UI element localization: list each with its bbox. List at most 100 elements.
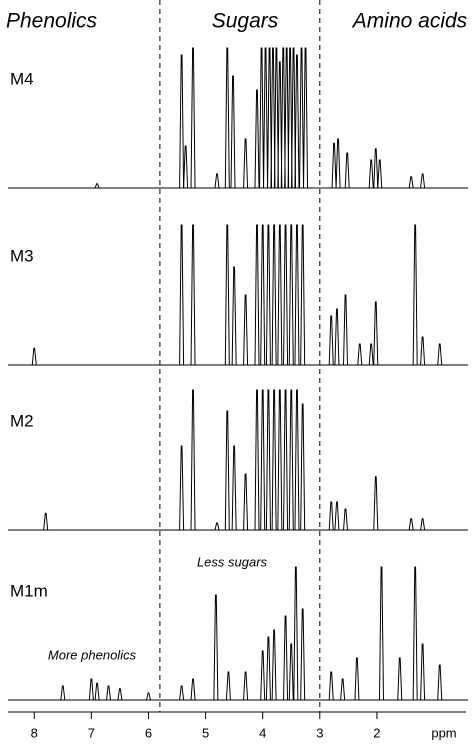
x-tick-label: 4 [259, 725, 266, 740]
peak [213, 594, 219, 701]
peak [288, 224, 294, 366]
peak [231, 266, 237, 366]
peak [263, 47, 269, 189]
peak [343, 508, 349, 531]
peak [377, 159, 383, 189]
peak [31, 347, 37, 366]
x-tick-label: 5 [202, 725, 209, 740]
peak [397, 657, 403, 701]
peak [420, 173, 426, 189]
peak [254, 224, 260, 366]
peak [271, 629, 277, 701]
peak [343, 294, 349, 366]
peak [280, 47, 286, 189]
peak [335, 138, 341, 189]
peak [94, 682, 100, 701]
peak [224, 410, 230, 531]
peak [293, 566, 299, 701]
peak [334, 308, 340, 366]
peak [420, 643, 426, 701]
peak [243, 294, 249, 366]
peak [214, 522, 220, 531]
peak [243, 138, 249, 189]
x-tick-label: 2 [373, 725, 380, 740]
peak [225, 671, 231, 701]
peak [340, 678, 346, 701]
peak [190, 389, 196, 531]
x-tick-label: 8 [31, 725, 38, 740]
peak [243, 671, 249, 701]
x-axis-label: ppm [431, 725, 456, 740]
peak [224, 224, 230, 366]
region-label: Phenolics [6, 10, 98, 33]
peak [300, 608, 306, 701]
peak [231, 445, 237, 531]
peak [368, 343, 374, 366]
peak [224, 47, 230, 189]
peak [88, 678, 94, 701]
peak [300, 224, 306, 366]
peak [183, 145, 189, 189]
peak [260, 650, 266, 701]
peak [214, 173, 220, 189]
peak [284, 47, 290, 189]
peak [303, 47, 309, 189]
peak [378, 566, 384, 701]
peak [291, 47, 297, 189]
peak [43, 512, 49, 531]
panel-label: M4 [10, 69, 34, 88]
annotation: More phenolics [48, 647, 137, 662]
x-tick-label: 6 [145, 725, 152, 740]
peak [294, 224, 300, 366]
peak [260, 224, 266, 366]
peak [190, 47, 196, 189]
peak [354, 657, 360, 701]
peak [190, 678, 196, 701]
peak [368, 159, 374, 189]
peak [265, 224, 271, 366]
region-label: Amino acids [351, 10, 468, 33]
panel-label: M1m [10, 581, 48, 600]
peak [373, 148, 379, 189]
peak [294, 54, 300, 189]
peak [344, 152, 350, 189]
peak [288, 389, 294, 531]
peak [265, 389, 271, 531]
peak [283, 224, 289, 366]
peak [373, 301, 379, 366]
peak [283, 389, 289, 531]
peak [254, 389, 260, 531]
peak [106, 685, 112, 701]
peak [287, 47, 293, 189]
peak [408, 518, 414, 531]
peak [259, 47, 265, 189]
peak [243, 473, 249, 531]
peak [271, 389, 277, 531]
peak [179, 445, 185, 531]
peak [288, 643, 294, 701]
peak [60, 685, 66, 701]
peak [331, 142, 337, 189]
panel-label: M2 [10, 411, 34, 430]
peak [145, 692, 151, 701]
peak [283, 615, 289, 701]
peak [117, 688, 123, 701]
x-tick-label: 3 [316, 725, 323, 740]
peak [230, 75, 236, 189]
peak [260, 389, 266, 531]
peak [294, 389, 300, 531]
panel-label: M3 [10, 246, 34, 265]
peak [437, 343, 443, 366]
peak [357, 343, 363, 366]
peak [94, 183, 100, 189]
peak [179, 54, 185, 189]
peak [408, 176, 414, 189]
peak [412, 566, 418, 701]
peak [328, 315, 334, 366]
peak [334, 501, 340, 531]
peak [277, 224, 283, 366]
peak [437, 664, 443, 701]
annotation: Less sugars [197, 554, 268, 569]
peak [179, 685, 185, 701]
